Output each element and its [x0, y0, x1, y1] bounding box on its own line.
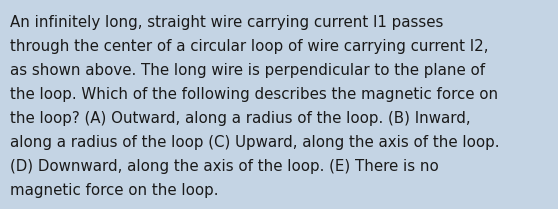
- Text: (D) Downward, along the axis of the loop. (E) There is no: (D) Downward, along the axis of the loop…: [10, 159, 439, 174]
- Text: magnetic force on the loop.: magnetic force on the loop.: [10, 183, 219, 198]
- Text: the loop? (A) Outward, along a radius of the loop. (B) Inward,: the loop? (A) Outward, along a radius of…: [10, 111, 470, 126]
- Text: as shown above. The long wire is perpendicular to the plane of: as shown above. The long wire is perpend…: [10, 63, 485, 78]
- Text: An infinitely long, straight wire carrying current I1 passes: An infinitely long, straight wire carryi…: [10, 15, 444, 30]
- Text: along a radius of the loop (C) Upward, along the axis of the loop.: along a radius of the loop (C) Upward, a…: [10, 135, 499, 150]
- Text: through the center of a circular loop of wire carrying current I2,: through the center of a circular loop of…: [10, 39, 489, 54]
- Text: the loop. Which of the following describes the magnetic force on: the loop. Which of the following describ…: [10, 87, 498, 102]
